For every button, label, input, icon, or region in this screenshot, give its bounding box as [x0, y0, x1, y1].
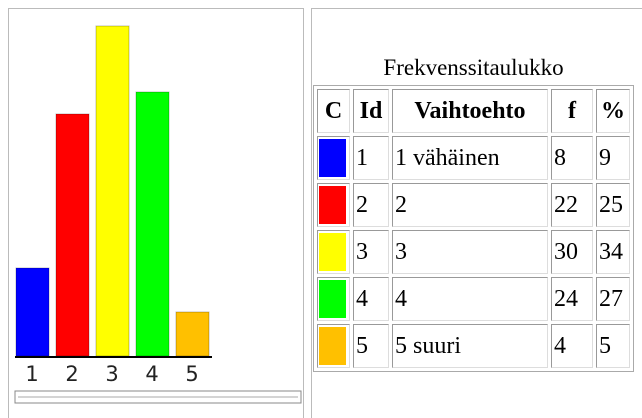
x-tick-label: 2: [65, 362, 78, 386]
header-cell: f: [551, 89, 593, 133]
x-tick-label: 5: [185, 362, 198, 386]
option-cell: 5 suuri: [392, 324, 548, 368]
color-cell: [317, 277, 350, 321]
table-row: 3 3 30 34: [317, 230, 630, 274]
header-row: C Id Vaihtoehto f %: [317, 89, 630, 133]
color-swatch: [319, 280, 346, 318]
x-tick-label: 4: [145, 362, 158, 386]
option-cell: 3: [392, 230, 548, 274]
table-panel: Frekvenssitaulukko C Id Vaihtoehto f % 1…: [311, 8, 642, 418]
x-tick-label: 1: [25, 362, 38, 386]
table-row: 2 2 22 25: [317, 183, 630, 227]
count-cell: 4: [551, 324, 593, 368]
percent-cell: 25: [596, 183, 630, 227]
bar: [135, 91, 170, 357]
chart-panel: 1 2 3 4 5: [8, 8, 304, 418]
option-cell: 1 vähäinen: [392, 136, 548, 180]
option-cell: 2: [392, 183, 548, 227]
id-cell: 2: [353, 183, 389, 227]
chart: 1 2 3 4 5: [14, 25, 302, 404]
header-cell: C: [317, 89, 350, 133]
count-cell: 24: [551, 277, 593, 321]
color-cell: [317, 136, 350, 180]
color-cell: [317, 230, 350, 274]
id-cell: 1: [353, 136, 389, 180]
table-row: 4 4 24 27: [317, 277, 630, 321]
table-caption: Frekvenssitaulukko: [383, 55, 564, 80]
count-cell: 8: [551, 136, 593, 180]
percent-cell: 5: [596, 324, 630, 368]
id-cell: 3: [353, 230, 389, 274]
option-cell: 4: [392, 277, 548, 321]
scrollbar: [14, 390, 302, 404]
bar: [175, 311, 210, 357]
percent-cell: 27: [596, 277, 630, 321]
x-tick-label: 3: [105, 362, 118, 386]
frequency-table: Frekvenssitaulukko C Id Vaihtoehto f % 1…: [313, 41, 634, 372]
percent-cell: 34: [596, 230, 630, 274]
color-swatch: [319, 327, 346, 365]
id-cell: 5: [353, 324, 389, 368]
id-cell: 4: [353, 277, 389, 321]
count-cell: 22: [551, 183, 593, 227]
color-cell: [317, 324, 350, 368]
bar: [95, 25, 130, 357]
header-cell: Vaihtoehto: [392, 89, 548, 133]
color-swatch: [319, 186, 346, 224]
bar: [55, 113, 90, 357]
color-swatch: [319, 233, 346, 271]
percent-cell: 9: [596, 136, 630, 180]
count-cell: 30: [551, 230, 593, 274]
color-cell: [317, 183, 350, 227]
color-swatch: [319, 139, 346, 177]
header-cell: Id: [353, 89, 389, 133]
bar: [15, 267, 50, 357]
header-cell: %: [596, 89, 630, 133]
